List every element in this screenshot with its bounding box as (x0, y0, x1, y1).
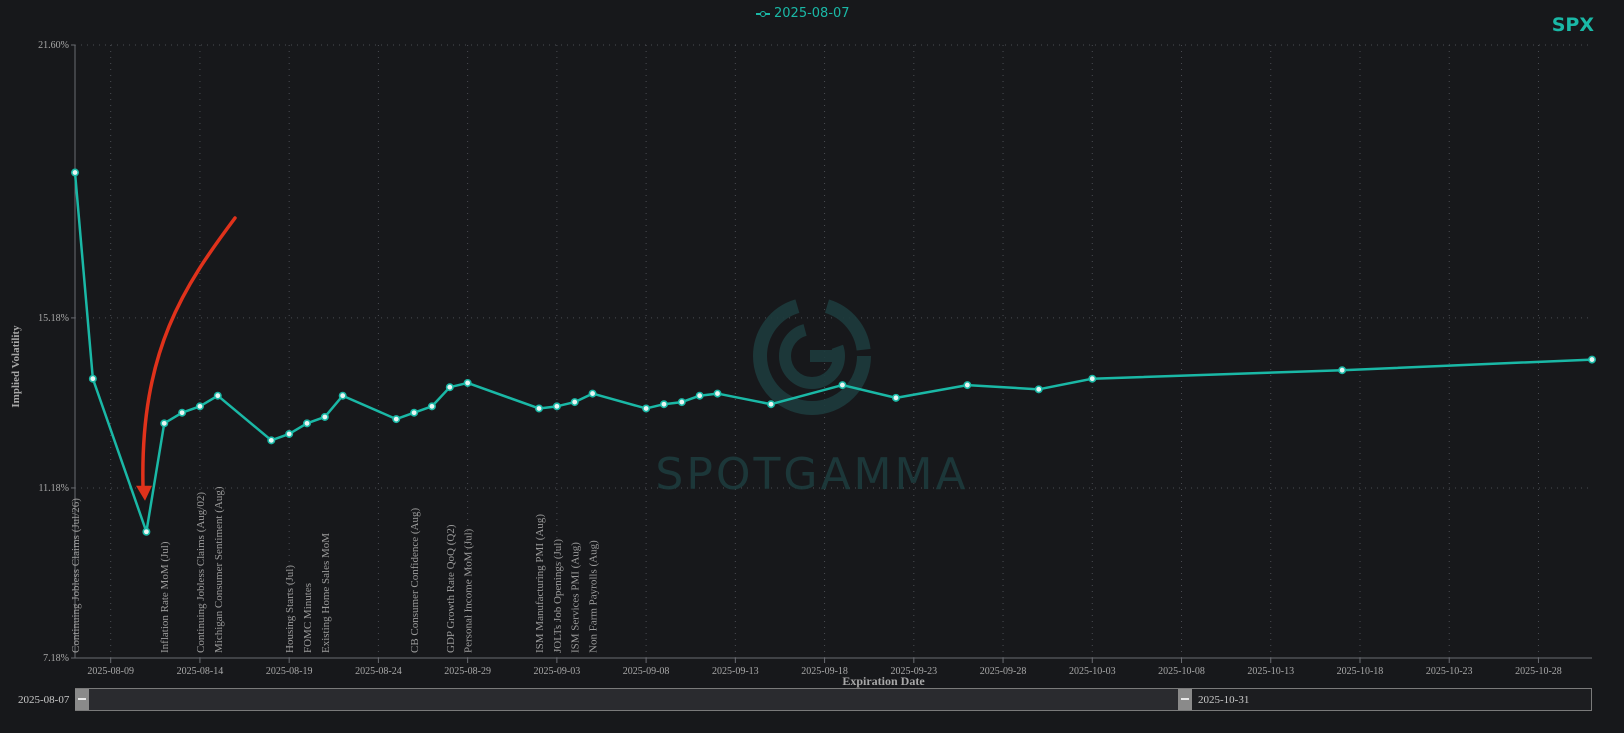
data-point (588, 389, 597, 398)
data-point (392, 415, 401, 424)
watermark: SPOTGAMMA (655, 297, 968, 500)
data-point (1338, 366, 1347, 375)
event-annotation-label: Continuing Jobless Claims (Jul/26) (70, 498, 82, 653)
data-point (195, 402, 204, 411)
y-tick-label: 15.18% (38, 313, 69, 324)
data-point (338, 391, 347, 400)
x-tick-label: 2025-09-08 (623, 666, 670, 677)
event-annotation-label: JOLTs Job Openings (Jul) (552, 539, 564, 653)
watermark-wordmark: SPOTGAMMA (655, 449, 968, 500)
axes: 2025-08-09 2025-08-14 2025-08-19 2025-08-24… (10, 40, 1592, 688)
x-tick-label: 2025-09-03 (534, 666, 581, 677)
data-point (427, 402, 436, 411)
y-axis-title: Implied Volatility (10, 325, 22, 408)
event-annotation-label: Non Farm Payrolls (Aug) (588, 540, 600, 653)
x-tick-label: 2025-08-19 (266, 666, 313, 677)
x-tick-label: 2025-08-24 (355, 666, 402, 677)
red-arrow-annotation (136, 216, 237, 501)
series-line (73, 172, 1593, 533)
event-annotation-label: Michigan Consumer Sentiment (Aug) (213, 486, 225, 653)
data-point (535, 404, 544, 413)
data-point (285, 429, 294, 438)
data-point (178, 408, 187, 417)
x-axis-title: Expiration Date (842, 674, 925, 688)
data-point (1088, 374, 1097, 383)
data-point (963, 381, 972, 390)
x-tick-label: 2025-09-28 (980, 666, 1027, 677)
data-point (410, 408, 419, 417)
x-tick-label: 2025-10-13 (1247, 666, 1294, 677)
data-point (213, 391, 222, 400)
zoom-slider-start-handle[interactable] (75, 689, 89, 710)
event-annotation-label: Personal Income MoM (Jul) (463, 528, 475, 653)
data-point (267, 436, 276, 445)
y-tick-label: 7.18% (43, 653, 69, 664)
x-tick-label: 2025-10-23 (1426, 666, 1473, 677)
arrow-shaft (141, 216, 237, 489)
event-annotation-label: Inflation Rate MoM (Jul) (159, 541, 171, 653)
event-annotation-label: Housing Starts (Jul) (284, 565, 296, 653)
data-point (767, 400, 776, 409)
watermark-logo-bar (810, 350, 844, 362)
x-tick-label: 2025-10-18 (1337, 666, 1384, 677)
x-tick-label: 2025-09-23 (890, 666, 937, 677)
zoom-start-label: 2025-08-07 (18, 694, 70, 706)
data-point (303, 419, 312, 428)
x-tick-label: 2025-09-18 (801, 666, 848, 677)
series-layer (71, 168, 1597, 536)
event-annotation-label: CB Consumer Confidence (Aug) (409, 508, 421, 653)
event-annotation-label: FOMC Minutes (302, 583, 314, 653)
data-point (445, 383, 454, 392)
event-annotation-label: Continuing Jobless Claims (Aug/02) (195, 492, 207, 653)
watermark-logo-ring (753, 297, 871, 415)
data-point (677, 398, 686, 407)
data-point (552, 402, 561, 411)
legend-label: 2025-08-07 (774, 6, 850, 21)
x-tick-label: 2025-08-09 (87, 666, 134, 677)
data-point (642, 404, 651, 413)
x-tick-label: 2025-10-28 (1515, 666, 1562, 677)
x-tick-label: 2025-08-29 (444, 666, 491, 677)
event-annotations: Continuing Jobless Claims (Jul/26) Inflat… (70, 486, 600, 653)
data-point (320, 412, 329, 421)
data-point (88, 374, 97, 383)
data-point (142, 527, 151, 536)
data-point (891, 393, 900, 402)
line-marker-icon (756, 10, 770, 18)
data-point (160, 419, 169, 428)
data-point (695, 391, 704, 400)
event-annotation-label: Existing Home Sales MoM (320, 533, 332, 653)
data-point (463, 378, 472, 387)
ticker-symbol: SPX (1551, 14, 1594, 36)
data-point (71, 168, 80, 177)
event-annotation-label: GDP Growth Rate QoQ (Q2) (445, 524, 457, 653)
zoom-slider-window[interactable] (82, 689, 1186, 710)
x-tick-label: 2025-10-03 (1069, 666, 1116, 677)
data-point (570, 398, 579, 407)
data-point (838, 381, 847, 390)
event-annotation-label: ISM Manufacturing PMI (Aug) (534, 514, 546, 653)
y-tick-label: 21.60% (38, 40, 69, 51)
data-point (1588, 355, 1597, 364)
chart-legend[interactable]: 2025-08-07 (756, 6, 850, 21)
y-tick-label: 11.18% (39, 483, 69, 494)
zoom-end-label: 2025-10-31 (1198, 694, 1250, 706)
data-point (659, 400, 668, 409)
x-tick-label: 2025-08-14 (177, 666, 224, 677)
x-tick-label: 2025-10-08 (1158, 666, 1205, 677)
data-point (1034, 385, 1043, 394)
arrow-head-icon (136, 485, 152, 501)
event-annotation-label: ISM Services PMI (Aug) (570, 542, 582, 653)
x-tick-label: 2025-09-13 (712, 666, 759, 677)
data-point (713, 389, 722, 398)
zoom-slider-end-handle[interactable] (1178, 689, 1192, 710)
